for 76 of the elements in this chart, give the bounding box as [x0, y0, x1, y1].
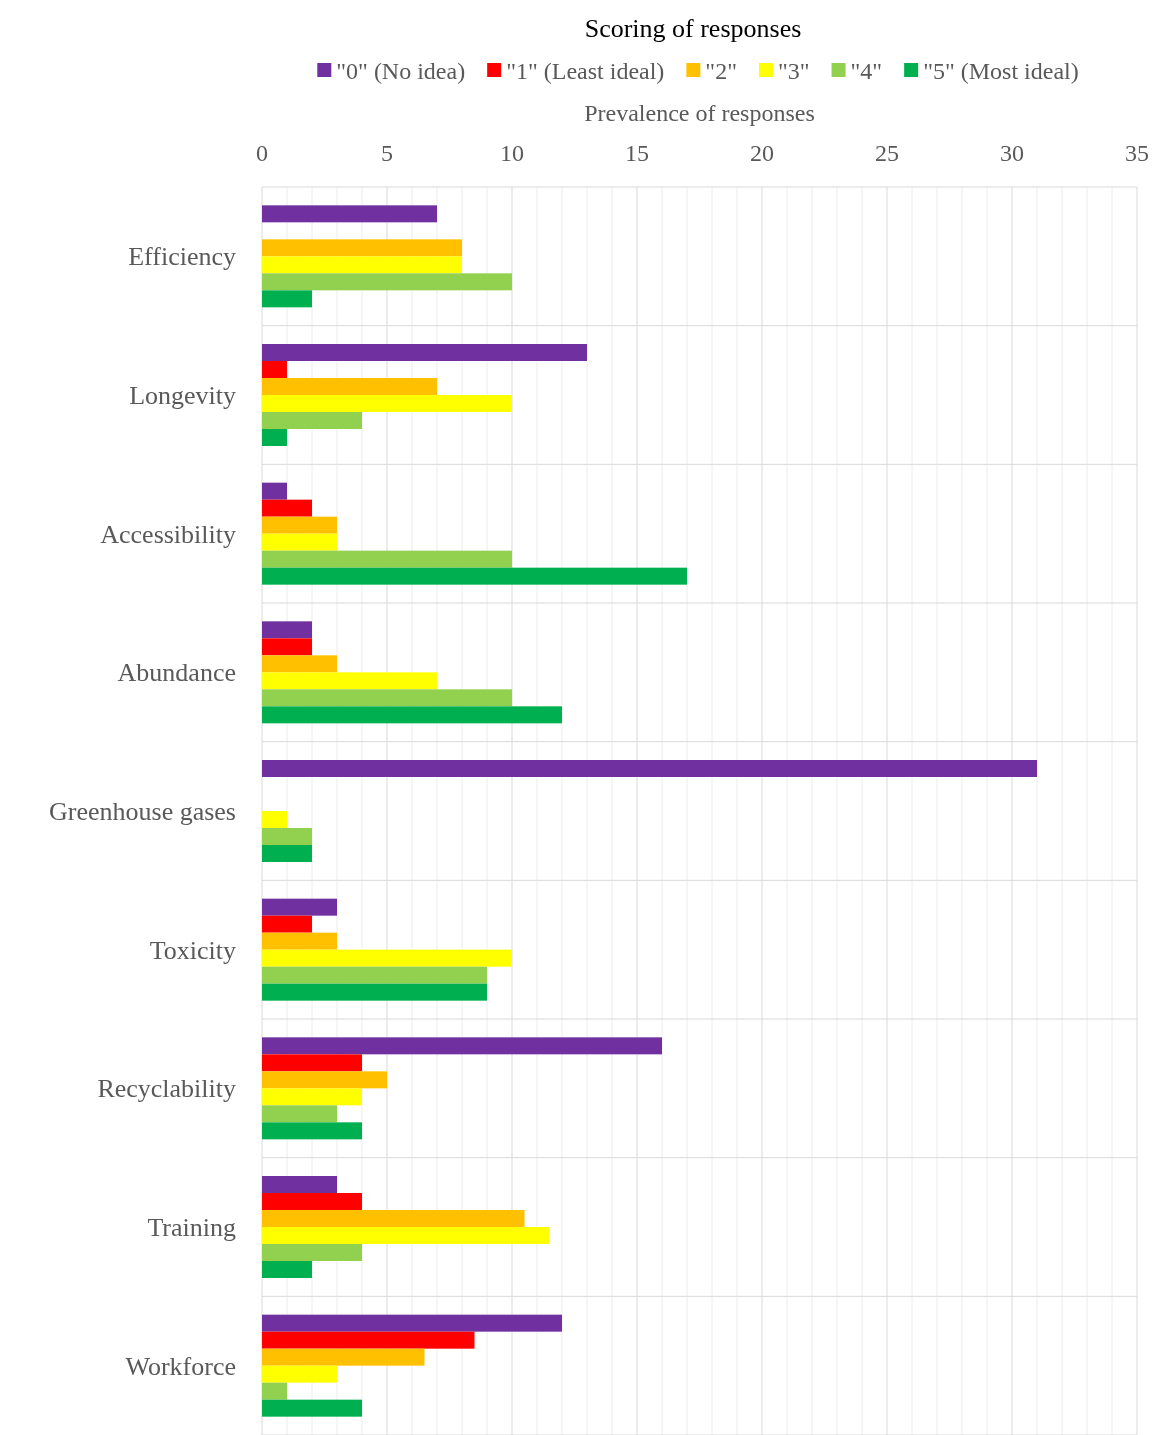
bar [262, 672, 437, 690]
bar [262, 1399, 362, 1417]
bar [262, 1382, 287, 1400]
bar [262, 1105, 337, 1123]
x-tick-label: 30 [1000, 140, 1024, 166]
legend-label: "5" (Most ideal) [923, 58, 1079, 84]
y-tick-label: Toxicity [149, 935, 236, 965]
bar [262, 499, 312, 517]
bar [262, 1244, 362, 1261]
bar [262, 1193, 362, 1210]
x-tick-label: 25 [875, 140, 899, 166]
bar [262, 1054, 362, 1072]
bar [262, 290, 312, 308]
legend-label: "2" [705, 58, 737, 84]
bar [262, 344, 587, 361]
y-tick-label: Training [147, 1213, 236, 1242]
bar [262, 983, 487, 1001]
legend-label: "3" [777, 58, 810, 84]
y-tick-label: Longevity [129, 381, 236, 410]
legend-label: "1" (Least ideal) [506, 58, 665, 84]
x-tick-label: 15 [625, 140, 649, 166]
bar [262, 361, 287, 378]
bar [262, 949, 512, 967]
bar [262, 395, 512, 412]
legend-title: Scoring of responses [584, 14, 802, 43]
bar [262, 811, 287, 828]
bar [262, 1088, 362, 1106]
bar [262, 1071, 387, 1089]
bar [262, 1176, 337, 1193]
bar [262, 638, 312, 656]
legend-label: "4" [850, 58, 883, 84]
y-tick-label: Workforce [125, 1351, 236, 1381]
bar [262, 689, 512, 707]
bar [262, 966, 487, 984]
bar [262, 1314, 562, 1332]
bar [262, 550, 512, 568]
bar [262, 516, 337, 534]
y-tick-label: Accessibility [100, 519, 236, 549]
bar [262, 1365, 337, 1383]
bar [262, 706, 562, 724]
bar [262, 760, 1037, 777]
bar [262, 482, 287, 500]
bar [262, 898, 337, 916]
y-tick-label: Abundance [117, 658, 236, 688]
bar [262, 533, 337, 551]
bar [262, 1037, 662, 1055]
y-tick-label: Efficiency [128, 242, 236, 272]
bar [262, 932, 337, 950]
bar [262, 567, 687, 585]
bar [262, 1261, 312, 1278]
bar [262, 429, 287, 446]
bar [262, 915, 312, 933]
bar [262, 1210, 525, 1227]
bar [262, 828, 312, 845]
x-tick-label: 10 [500, 140, 524, 166]
x-tick-label: 35 [1125, 140, 1149, 166]
bar [262, 378, 437, 395]
legend-label: "0" (No idea) [336, 58, 466, 84]
bar [262, 412, 362, 429]
y-tick-label: Greenhouse gases [49, 797, 236, 826]
bar [262, 205, 437, 223]
x-axis-title: Prevalence of responses [584, 100, 815, 126]
bar [262, 239, 462, 257]
bar [262, 256, 462, 274]
bar [262, 1331, 475, 1349]
bar [262, 1227, 550, 1244]
x-tick-label: 0 [256, 140, 268, 166]
x-tick-label: 20 [750, 140, 774, 166]
bar [262, 655, 337, 673]
bar [262, 1348, 425, 1366]
bar [262, 621, 312, 639]
x-tick-label: 5 [381, 140, 393, 166]
bar [262, 1122, 362, 1140]
y-tick-label: Recyclability [97, 1074, 236, 1104]
bar [262, 273, 512, 291]
bar [262, 845, 312, 862]
